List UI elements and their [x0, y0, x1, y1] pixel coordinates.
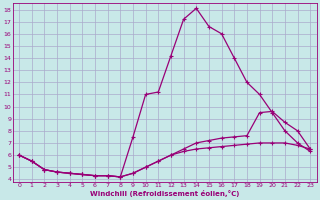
X-axis label: Windchill (Refroidissement éolien,°C): Windchill (Refroidissement éolien,°C)	[90, 190, 239, 197]
